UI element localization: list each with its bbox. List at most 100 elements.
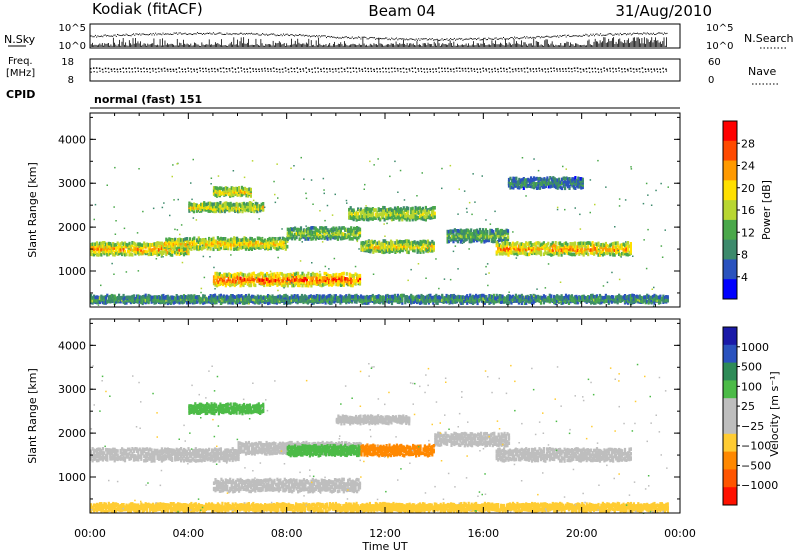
freq-mark	[323, 67, 325, 70]
echo-cell	[224, 272, 227, 277]
noise-sky-mark	[176, 32, 178, 34]
nave-mark	[220, 71, 222, 73]
echo-cell	[352, 214, 355, 219]
echo-cell	[187, 240, 190, 244]
nave-mark	[515, 70, 517, 72]
echo-cell	[141, 245, 144, 250]
echo-cell	[230, 237, 233, 242]
nave-mark	[438, 71, 440, 73]
noise-sky-mark	[466, 38, 468, 40]
echo-cell	[233, 247, 236, 251]
echo-cell	[595, 250, 599, 255]
echo-cell	[272, 237, 276, 242]
echo-cell	[563, 241, 566, 246]
echo-cell	[490, 237, 493, 241]
echo-cell	[217, 202, 220, 207]
noise-sky-mark	[230, 33, 232, 35]
echo-cell	[496, 231, 499, 236]
echo-cell	[122, 248, 125, 252]
echo-cell	[394, 241, 397, 245]
echo-cell	[416, 244, 419, 249]
echo-cell	[401, 212, 404, 217]
echo-cell	[345, 272, 348, 276]
echo-cell	[288, 281, 291, 285]
echo-cell	[352, 208, 355, 212]
echo-cell	[550, 249, 553, 253]
echo-cell	[459, 240, 462, 244]
echo-cell	[249, 276, 252, 281]
echo-cell	[319, 230, 322, 235]
echo-cell	[178, 252, 181, 256]
noise-sky-mark	[199, 32, 201, 34]
noise-sky-mark	[216, 33, 218, 35]
freq-mark	[104, 67, 107, 70]
freq-mark	[299, 68, 301, 70]
noise-sky-mark	[115, 35, 117, 37]
echo-cell	[166, 238, 169, 243]
echo-cell	[119, 249, 122, 253]
echo-cell	[464, 237, 467, 241]
echo-cell	[429, 213, 432, 218]
echo-cell	[368, 209, 371, 214]
echo-cell	[256, 243, 259, 248]
echo-cell	[236, 191, 239, 195]
echo-cell	[345, 277, 348, 281]
echo-cell	[98, 241, 101, 246]
echo-cell	[510, 243, 513, 248]
echo-cell	[299, 228, 303, 233]
echo-cell	[390, 208, 394, 212]
noise-sky-mark	[528, 37, 530, 39]
noise-sky-mark	[276, 34, 278, 36]
noise-sky-mark	[278, 34, 280, 36]
echo-cell	[239, 189, 242, 194]
echo-cell	[241, 209, 244, 214]
echo-cell	[498, 251, 501, 256]
echo-cell	[181, 250, 184, 255]
echo-cell	[426, 212, 429, 217]
freq-mark	[556, 68, 558, 70]
echo-cell	[322, 283, 325, 287]
echo-cell	[353, 235, 356, 239]
freq-label-line1: Freq.	[8, 56, 33, 67]
echo-cell	[332, 273, 335, 277]
freq-mark	[349, 67, 352, 70]
echo-cell	[134, 242, 137, 246]
echo-cell	[411, 209, 414, 213]
echo-cell	[245, 193, 248, 198]
nave-mark	[512, 71, 514, 73]
noise-sky-mark	[579, 35, 581, 37]
echo-cell	[397, 247, 400, 251]
noise-sky-mark	[598, 34, 600, 36]
freq-mark	[210, 67, 213, 70]
echo-cell	[528, 246, 531, 251]
echo-cell	[242, 187, 245, 191]
echo-cell	[292, 272, 295, 276]
echo-cell	[328, 278, 331, 282]
noise-sky-mark	[612, 34, 614, 36]
echo-cell	[464, 229, 467, 233]
echo-cell	[302, 278, 306, 283]
echo-cell	[542, 252, 545, 256]
echo-cell	[185, 242, 189, 246]
noise-sky-mark	[582, 34, 584, 36]
echo-cell	[370, 216, 373, 221]
echo-cell	[301, 271, 304, 276]
echo-cell	[367, 239, 370, 243]
echo-cell	[192, 209, 195, 214]
echo-cell	[243, 236, 246, 240]
echo-cell	[291, 233, 294, 237]
echo-cell	[307, 280, 310, 285]
echo-cell	[252, 271, 255, 276]
echo-cell	[525, 247, 528, 252]
echo-cell	[251, 203, 254, 207]
echo-cell	[160, 252, 163, 257]
echo-cell	[323, 228, 326, 233]
noise-sky-mark	[121, 34, 123, 36]
echo-cell	[212, 275, 216, 279]
echo-cell	[330, 235, 334, 239]
echo-cell	[299, 274, 303, 278]
echo-cell	[374, 216, 377, 220]
echo-cell	[421, 212, 425, 217]
echo-cell	[621, 245, 624, 250]
echo-cell	[255, 243, 258, 247]
